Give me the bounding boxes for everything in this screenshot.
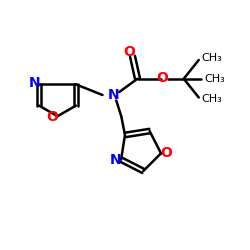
Text: N: N (110, 153, 122, 167)
Text: O: O (123, 45, 135, 59)
Text: O: O (160, 146, 172, 160)
Text: N: N (108, 88, 120, 102)
Text: CH₃: CH₃ (202, 94, 222, 104)
Text: O: O (46, 110, 58, 124)
Text: CH₃: CH₃ (202, 53, 222, 63)
Text: O: O (156, 71, 168, 85)
Text: CH₃: CH₃ (204, 74, 225, 84)
Text: N: N (29, 76, 40, 90)
